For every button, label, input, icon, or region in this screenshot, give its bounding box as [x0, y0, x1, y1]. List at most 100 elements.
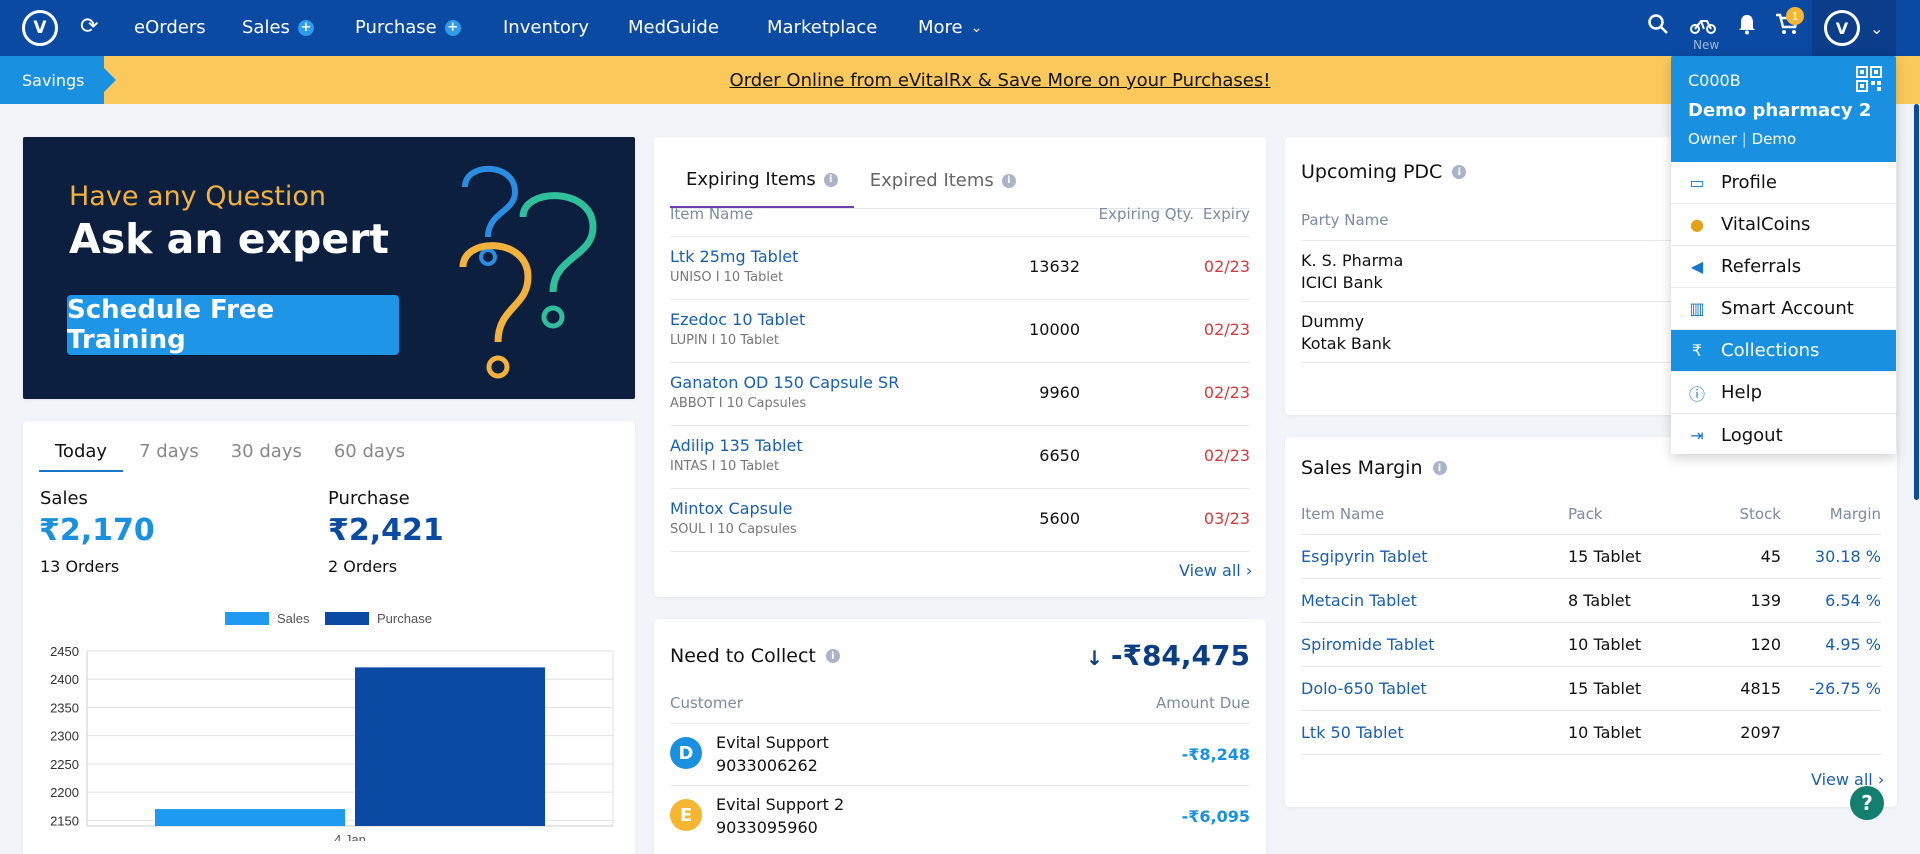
savings-tag[interactable]: Savings: [0, 56, 116, 104]
tab-expired-items[interactable]: Expired Items i: [854, 155, 1032, 208]
divider: [670, 551, 1250, 552]
expiring-item-name[interactable]: Ganaton OD 150 Capsule SR: [670, 373, 900, 392]
sales-add-icon[interactable]: +: [297, 19, 314, 36]
margin-item-name[interactable]: Metacin Tablet: [1301, 591, 1417, 610]
menu-collections[interactable]: ₹ Collections: [1671, 330, 1896, 372]
divider: [1301, 622, 1881, 623]
nav-purchase[interactable]: Purchase +: [355, 17, 461, 38]
info-icon[interactable]: i: [825, 649, 840, 663]
menu-help[interactable]: ⓘ Help: [1671, 372, 1896, 414]
profile-menu-toggle[interactable]: V ⌄: [1812, 0, 1896, 56]
margin-item-name[interactable]: Esgipyrin Tablet: [1301, 547, 1428, 566]
help-button[interactable]: ?: [1850, 786, 1884, 820]
sales-margin-card: Sales Margin i Item Name Pack Stock Margi…: [1285, 437, 1897, 807]
legend-label[interactable]: Purchase: [377, 611, 432, 626]
menu-smart-account[interactable]: ▥ Smart Account: [1671, 288, 1896, 330]
tab-today[interactable]: Today: [39, 441, 124, 472]
rupee-icon: ₹: [1691, 341, 1703, 360]
margin-percent: 30.18 %: [1814, 547, 1881, 566]
info-icon[interactable]: i: [823, 172, 838, 187]
y-tick-label: 2300: [50, 729, 79, 744]
cart-count-badge: 1: [1786, 7, 1804, 25]
divider: [1301, 240, 1881, 241]
margin-pack: 10 Tablet: [1568, 635, 1642, 654]
promo-link[interactable]: Order Online from eVitalRx & Save More o…: [729, 70, 1271, 91]
nav-marketplace[interactable]: Marketplace: [767, 17, 878, 38]
promo-banner: Order Online from eVitalRx & Save More o…: [0, 56, 1920, 104]
legend-swatch[interactable]: [325, 612, 369, 625]
expiring-item-meta: ABBOT I 10 Capsules: [670, 396, 807, 411]
margin-percent: 4.95 %: [1825, 635, 1881, 654]
tab-30-days[interactable]: 30 days: [230, 441, 302, 462]
user-role: Owner | Demo: [1688, 130, 1797, 148]
app-logo[interactable]: V: [22, 10, 58, 46]
customer-name[interactable]: Evital Support 2: [716, 795, 845, 814]
refresh-icon[interactable]: ⟳: [80, 14, 99, 39]
info-icon[interactable]: i: [1452, 165, 1467, 179]
divider: [1301, 534, 1881, 535]
col-expiring-qty-label: Expiring Qty.: [1098, 205, 1194, 223]
need-to-collect-card: Need to Collect i ↓ -₹84,475 Customer Amou…: [654, 619, 1266, 854]
bank-icon: ▥: [1689, 299, 1705, 318]
purchase-add-icon[interactable]: +: [444, 19, 461, 36]
nav-medguide[interactable]: MedGuide: [628, 17, 719, 38]
customer-name[interactable]: Evital Support: [716, 733, 829, 752]
col-pack: Pack: [1568, 505, 1603, 523]
bar-sales[interactable]: [155, 809, 345, 826]
expiring-item-name[interactable]: Mintox Capsule: [670, 499, 793, 518]
expiring-item-name[interactable]: Ltk 25mg Tablet: [670, 247, 799, 266]
avatar[interactable]: V: [1824, 10, 1860, 46]
margin-pack: 15 Tablet: [1568, 547, 1642, 566]
view-all-margin-link[interactable]: View all ›: [1811, 770, 1885, 789]
schedule-training-button[interactable]: Schedule Free Training: [67, 295, 399, 355]
menu-logout[interactable]: ⇥ Logout: [1671, 414, 1896, 454]
legend-label[interactable]: Sales: [277, 611, 310, 626]
margin-stock: 139: [1750, 591, 1781, 610]
question-marks-illustration: [459, 165, 597, 379]
nav-sales[interactable]: Sales +: [242, 17, 314, 38]
expiring-item-name[interactable]: Adilip 135 Tablet: [670, 436, 803, 455]
margin-stock: 120: [1750, 635, 1781, 654]
expiring-item-meta: SOUL I 10 Capsules: [670, 522, 797, 537]
search-icon[interactable]: [1647, 13, 1669, 41]
tab-60-days[interactable]: 60 days: [333, 441, 405, 462]
page-scrollbar[interactable]: [1914, 104, 1919, 500]
nav-eorders[interactable]: eOrders: [134, 17, 206, 38]
customer-avatar: E: [670, 799, 702, 831]
margin-item-name[interactable]: Spiromide Tablet: [1301, 635, 1435, 654]
notification-bell-icon[interactable]: [1737, 13, 1757, 41]
pdc-party: K. S. Pharma: [1301, 251, 1404, 270]
nav-more[interactable]: More ⌄: [918, 17, 983, 38]
expiry-date: 02/23: [1203, 320, 1250, 339]
col-stock: Stock: [1739, 505, 1781, 523]
purchase-orders: 2 Orders: [328, 557, 398, 576]
sales-summary-card: Today 7 days 30 days 60 days Sales ₹2,17…: [23, 421, 635, 854]
divider: [1301, 362, 1881, 363]
margin-item-name[interactable]: Dolo-650 Tablet: [1301, 679, 1427, 698]
menu-referrals[interactable]: ◀ Referrals: [1671, 246, 1896, 288]
expiring-items-card: Expiring Items i Expired Items i Item Name…: [654, 137, 1266, 597]
customer-avatar: D: [670, 737, 702, 769]
delivery-bike-icon[interactable]: [1690, 13, 1716, 41]
divider: [670, 723, 1250, 724]
nav-inventory[interactable]: Inventory: [503, 17, 589, 38]
view-all-expiring-link[interactable]: View all ›: [1179, 561, 1253, 580]
info-icon[interactable]: i: [1001, 173, 1016, 188]
bar-purchase[interactable]: [355, 667, 545, 826]
margin-pack: 8 Tablet: [1568, 591, 1631, 610]
menu-profile[interactable]: ▭ Profile: [1671, 162, 1896, 204]
megaphone-icon: ◀: [1690, 257, 1704, 276]
tab-7-days[interactable]: 7 days: [139, 441, 199, 462]
col-customer: Customer: [670, 694, 743, 712]
margin-stock: 2097: [1740, 723, 1781, 742]
info-icon[interactable]: i: [1432, 461, 1447, 475]
qr-code-icon[interactable]: [1856, 66, 1882, 92]
expiring-item-name[interactable]: Ezedoc 10 Tablet: [670, 310, 806, 329]
margin-item-name[interactable]: Ltk 50 Tablet: [1301, 723, 1404, 742]
divider: [1301, 301, 1881, 302]
tab-expiring-items[interactable]: Expiring Items i: [670, 155, 854, 208]
col-item-name: Item Name: [670, 205, 754, 223]
menu-vitalcoins[interactable]: ● VitalCoins: [1671, 204, 1896, 246]
expiry-date: 02/23: [1203, 446, 1250, 465]
legend-swatch[interactable]: [225, 612, 269, 625]
